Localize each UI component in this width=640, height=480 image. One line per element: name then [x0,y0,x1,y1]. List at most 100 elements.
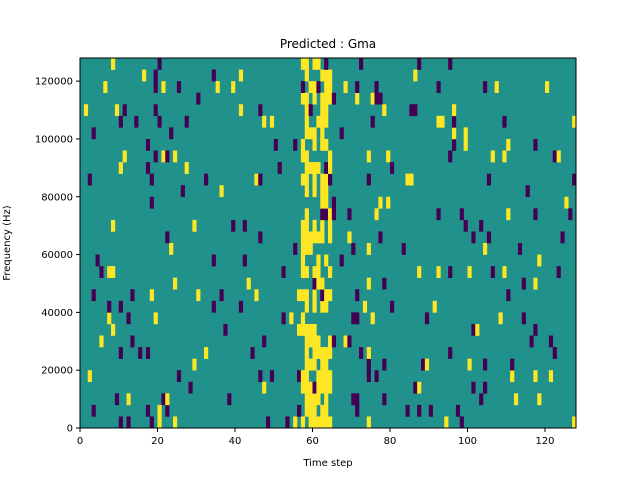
heatmap-cell [320,185,325,198]
heatmap-cell [308,81,313,93]
heatmap-cell [572,173,577,186]
heatmap-cell [312,335,317,348]
heatmap-cell [366,416,371,429]
heatmap-cell [300,254,306,267]
heatmap-cell [324,173,329,186]
heatmap-cell [417,58,422,70]
heatmap-cell [432,300,437,313]
heatmap-cell [196,289,201,302]
heatmap-cell [316,162,321,174]
heatmap-cell [173,277,178,290]
heatmap-cell [459,416,464,429]
heatmap-cell [99,266,104,278]
heatmap-cell [184,115,189,128]
heatmap-cell [490,150,495,163]
heatmap-cell [145,347,151,359]
heatmap-cell [161,81,166,93]
heatmap-cell [149,173,154,186]
heatmap-cell [533,370,538,383]
heatmap-cell [262,335,267,348]
heatmap-cell [328,173,333,186]
x-axis: 0 20 40 60 80 100 120 [77,428,555,447]
heatmap-cell [304,115,309,128]
heatmap-cell [211,300,216,313]
heatmap-cell [312,127,317,140]
heatmap-cell [192,358,197,371]
heatmap-cell [448,150,453,163]
heatmap-cell [114,393,120,406]
heatmap-cell [300,81,306,93]
heatmap-cell [91,289,96,302]
heatmap-cell [324,416,329,429]
heatmap-cell [316,347,321,359]
heatmap-cell [424,358,430,371]
heatmap-cell [273,138,278,151]
y-tick-label: 80000 [41,192,73,203]
heatmap-cell [107,266,112,278]
heatmap-cell [165,393,170,406]
heatmap-cell [122,150,127,163]
heatmap-cell [312,231,317,244]
heatmap-cell [413,381,418,394]
heatmap-cell [374,92,379,105]
heatmap-cell [304,323,309,336]
heatmap-cell [320,127,325,140]
heatmap-cell [312,381,317,394]
heatmap-cell [118,347,123,359]
y-axis: 0 20000 40000 60000 80000 100000 120000 [35,77,80,435]
heatmap-cell [316,370,321,383]
heatmap-cell [300,370,306,383]
heatmap-cell [413,104,418,117]
heatmap-cell [347,231,352,244]
heatmap-cell [320,231,325,244]
heatmap-cell [328,150,333,163]
heatmap-cell [401,243,406,255]
heatmap-cell [417,404,422,417]
heatmap-cell [374,370,379,383]
heatmap-cell [382,104,387,117]
heatmap-cell [328,69,333,82]
heatmap-cell [304,358,309,371]
heatmap-cell [328,162,333,174]
heatmap-cell [343,335,348,348]
heatmap-cell [328,231,333,244]
heatmap-cell [153,69,158,82]
heatmap-cell [486,231,492,244]
heatmap-cell [231,219,236,232]
heatmap-cell [297,289,302,302]
heatmap-cell [304,127,309,140]
heatmap-cell [510,370,515,383]
heatmap-cell [114,104,120,117]
heatmap-cell [533,277,538,290]
heatmap-cell [316,266,321,278]
heatmap-cell [184,162,189,174]
heatmap-cell [324,289,329,302]
y-tick-label: 120000 [35,77,73,88]
heatmap-cell [300,323,306,336]
heatmap-cell [331,196,337,209]
heatmap-cell [176,370,182,383]
heatmap-cell [308,416,313,429]
heatmap-cell [99,335,104,348]
heatmap-cell [328,347,333,359]
heatmap-cell [490,266,495,278]
heatmap-cell [297,370,302,383]
heatmap-cell [304,104,309,117]
heatmap-cell [142,69,147,82]
heatmap-cell [475,323,480,336]
heatmap-cell [111,323,116,336]
heatmap-cell [308,231,313,244]
heatmap-cell [572,416,577,429]
x-tick-label: 0 [77,436,83,447]
heatmap-cell [467,358,472,371]
heatmap-cell [452,115,457,128]
heatmap-cell [312,358,317,371]
heatmap-cell [506,208,511,221]
heatmap-cell [215,81,220,93]
heatmap-cell [231,81,236,93]
plot-area [79,57,577,429]
heatmap-cell [258,370,263,383]
heatmap-cell [324,58,329,70]
heatmap-cell [548,370,554,383]
heatmap-cell [328,208,333,221]
